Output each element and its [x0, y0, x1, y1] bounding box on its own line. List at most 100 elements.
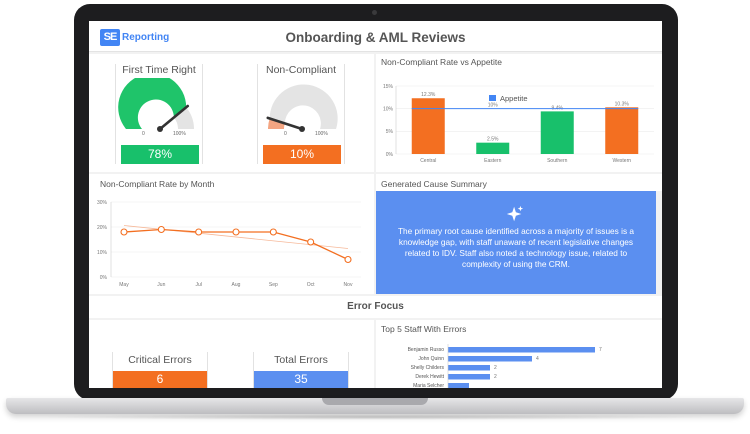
data-point [269, 228, 277, 236]
total-errors-card: Total Errors 35 [253, 352, 349, 388]
staff-bar-value: 2 [494, 374, 497, 380]
data-point [344, 255, 352, 264]
y-tick-label: 10% [383, 106, 394, 112]
gauge-value: 10% [263, 145, 341, 164]
staff-bar-value: 4 [536, 356, 539, 362]
staff-name-label: Shelly Childers [411, 365, 445, 371]
data-point [232, 228, 240, 236]
x-tick-label: Sep [269, 282, 278, 288]
bar-value-label: 10.3% [615, 101, 630, 107]
staff-chart-panel: Top 5 Staff With Errors Benjamin Russo 7 J… [376, 320, 662, 388]
staff-name-label: Benjamin Russo [408, 347, 445, 353]
section-title: Error Focus [347, 301, 404, 312]
y-tick-label: 5% [386, 129, 394, 135]
staff-bar [448, 365, 490, 371]
bar-southern [540, 111, 574, 154]
gauge-min-label: 0 [142, 131, 145, 137]
gauge-first-time-right: First Time Right 0 100% 78% [115, 64, 203, 164]
gauge-needle [266, 116, 304, 131]
laptop-notch [322, 398, 428, 405]
x-tick-label: Jun [157, 282, 165, 288]
staff-name-label: Maria Selcher [413, 383, 444, 388]
y-tick-label: 10% [97, 250, 108, 256]
staff-name-label: Derek Hewitt [415, 374, 444, 380]
staff-bar [448, 374, 490, 380]
bar-central [411, 98, 445, 154]
legend-swatch [489, 95, 496, 101]
x-tick-label: Eastern [484, 158, 501, 164]
laptop-shadow [40, 414, 710, 420]
summary-title: Generated Cause Summary [381, 179, 487, 189]
y-tick-label: 0% [100, 275, 108, 281]
bar-eastern [476, 142, 510, 154]
x-tick-label: Central [420, 158, 436, 164]
gauge-needle [158, 104, 190, 131]
gauge-dial [266, 84, 338, 132]
bar-value-label: 12.3% [421, 92, 436, 98]
x-tick-label: Western [612, 158, 631, 164]
webcam-icon [372, 10, 377, 15]
gauge-remaining-arc [269, 84, 338, 129]
staff-bar [448, 383, 469, 388]
error-focus-header: Error Focus [89, 296, 662, 318]
chart-title: Top 5 Staff With Errors [381, 324, 467, 334]
logo-mark: SE [100, 29, 120, 46]
x-tick-label: Nov [344, 282, 353, 288]
staff-bar-chart: Benjamin Russo 7 John Quinn 4 Shelly Childer… [408, 344, 602, 388]
data-point [120, 228, 128, 236]
gauge-max-label: 100% [173, 131, 186, 137]
gauges-panel: First Time Right 0 100% 78% Non-Complian… [89, 54, 374, 172]
staff-bar [448, 356, 532, 362]
x-tick-label: Jul [195, 282, 201, 288]
error-cards-panel: Critical Errors 6 Total Errors 35 [89, 320, 374, 388]
summary-header: Generated Cause Summary [376, 174, 662, 191]
gauge-remaining-arc [173, 107, 194, 129]
y-tick-label: 30% [97, 200, 108, 206]
chart-title: Non-Compliant Rate vs Appetite [381, 57, 502, 67]
bar-western [605, 107, 639, 154]
appetite-label: 10% [488, 103, 499, 109]
summary-text: The primary root cause identified across… [397, 226, 635, 269]
dashboard-screen: SE Reporting Onboarding & AML Reviews Fi… [89, 21, 662, 388]
monthly-line-chart: 30% 20% 10% 0% May Jun Jul Aug Sep Oct Nov [97, 200, 361, 288]
appetite-chart-panel: Non-Compliant Rate vs Appetite Appetite 1… [376, 54, 662, 172]
x-tick-label: Aug [232, 282, 241, 288]
laptop-base [6, 398, 744, 414]
summary-card: The primary root cause identified across… [376, 191, 656, 294]
y-tick-label: 15% [383, 84, 394, 90]
gauge-filled-arc [118, 78, 187, 129]
dashboard-header: SE Reporting Onboarding & AML Reviews [89, 21, 662, 52]
y-tick-label: 0% [386, 152, 394, 158]
critical-errors-card: Critical Errors 6 [112, 352, 208, 388]
gauge-needle-hub [299, 126, 305, 132]
gauge-max-label: 100% [315, 131, 328, 137]
monthly-chart-panel: Non-Compliant Rate by Month 30% 20% 10% 0% M… [89, 174, 374, 294]
x-tick-label: Southern [547, 158, 568, 164]
page-title: Onboarding & AML Reviews [285, 30, 466, 45]
bar-value-label: 2.5% [487, 137, 499, 143]
staff-bar [448, 347, 595, 353]
card-label: Total Errors [274, 354, 328, 366]
x-tick-label: Oct [307, 282, 315, 288]
gauge-title: Non-Compliant [265, 64, 337, 76]
appetite-bar-chart: Appetite 15% 10% 5% 0% 12.3% Central 2.5% Easter… [383, 84, 654, 164]
staff-name-label: John Quinn [418, 356, 444, 362]
gauge-title: First Time Right [122, 64, 196, 76]
staff-bar-value: 2 [494, 365, 497, 371]
x-tick-label: May [119, 282, 129, 288]
staff-bar-value: 7 [599, 347, 602, 353]
logo-wordmark: Reporting [122, 32, 170, 43]
y-tick-label: 20% [97, 225, 108, 231]
gauge-min-label: 0 [284, 131, 287, 137]
card-value: 35 [254, 371, 348, 388]
gauge-non-compliant: Non-Compliant 0 100% 10% [257, 64, 345, 164]
card-label: Critical Errors [128, 354, 192, 366]
sparkle-icon [506, 205, 524, 222]
gauge-filled-arc [268, 118, 285, 129]
legend-label: Appetite [500, 94, 528, 103]
data-point [195, 228, 203, 236]
gauge-dial [118, 78, 194, 132]
data-point [157, 225, 165, 234]
chart-title: Non-Compliant Rate by Month [100, 179, 215, 189]
